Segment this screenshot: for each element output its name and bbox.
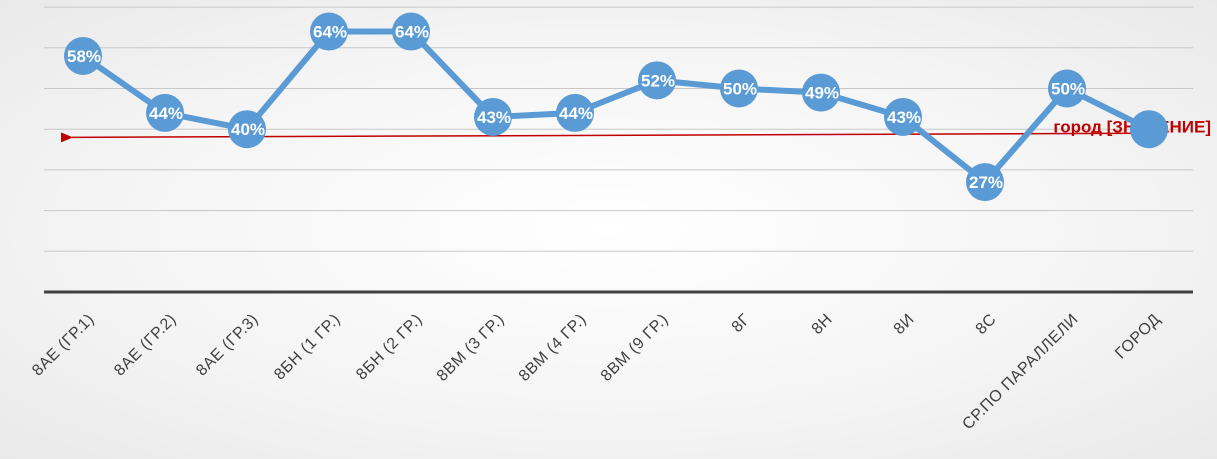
data-label: 49% [805,84,839,103]
category-label: 8ВМ (3 ГР.) [434,311,508,385]
data-point [966,163,1004,202]
data-label: 52% [641,71,675,90]
category-label: ГОРОД [1112,311,1164,363]
data-label: 58% [67,47,101,66]
gridlines [44,6,1193,252]
data-point [720,69,758,108]
category-label: 8БН (1 ГР.) [271,311,344,384]
data-label: 40% [231,120,265,139]
data-point [802,73,840,112]
data-point [228,110,266,149]
category-label: 8Н [809,311,836,338]
data-point [146,93,184,132]
data-label: 64% [313,23,347,42]
data-point [884,97,922,136]
data-label: 50% [723,80,757,99]
category-label: 8АЕ (ГР.2) [111,311,180,380]
category-label: 8И [891,311,918,338]
data-point [64,36,102,75]
data-point [392,12,430,51]
category-label: 8Г [729,311,754,336]
category-label: 8С [973,311,1000,338]
series-line [80,28,1152,186]
data-point [1130,110,1168,149]
data-point [474,97,512,136]
data-label: 64% [395,23,429,42]
data-point [638,61,676,100]
data-point [310,12,348,51]
data-label: 44% [559,104,593,123]
category-label: 8БН (2 ГР.) [353,311,426,384]
category-label: 8АЕ (ГР.3) [193,311,262,380]
category-labels: 8АЕ (ГР.1) 8АЕ (ГР.2) 8АЕ (ГР.3) 8БН (1 ГР.… [29,311,1164,433]
category-label: 8ВМ (9 ГР.) [598,311,672,385]
category-label: 8ВМ (4 ГР.) [516,311,590,385]
data-label: 50% [1051,80,1085,99]
data-point [1048,69,1086,108]
series-polyline [80,28,1152,186]
data-label: 43% [887,108,921,127]
data-point [556,93,594,132]
category-label: 8АЕ (ГР.1) [29,311,98,380]
data-label: 43% [477,108,511,127]
data-label: 27% [969,173,1003,192]
data-label: 44% [149,104,183,123]
data-points: 58% 44% 40% 64% 64% 43% 44% 52% 50% 49% 43% 27% 50% [64,12,1168,202]
